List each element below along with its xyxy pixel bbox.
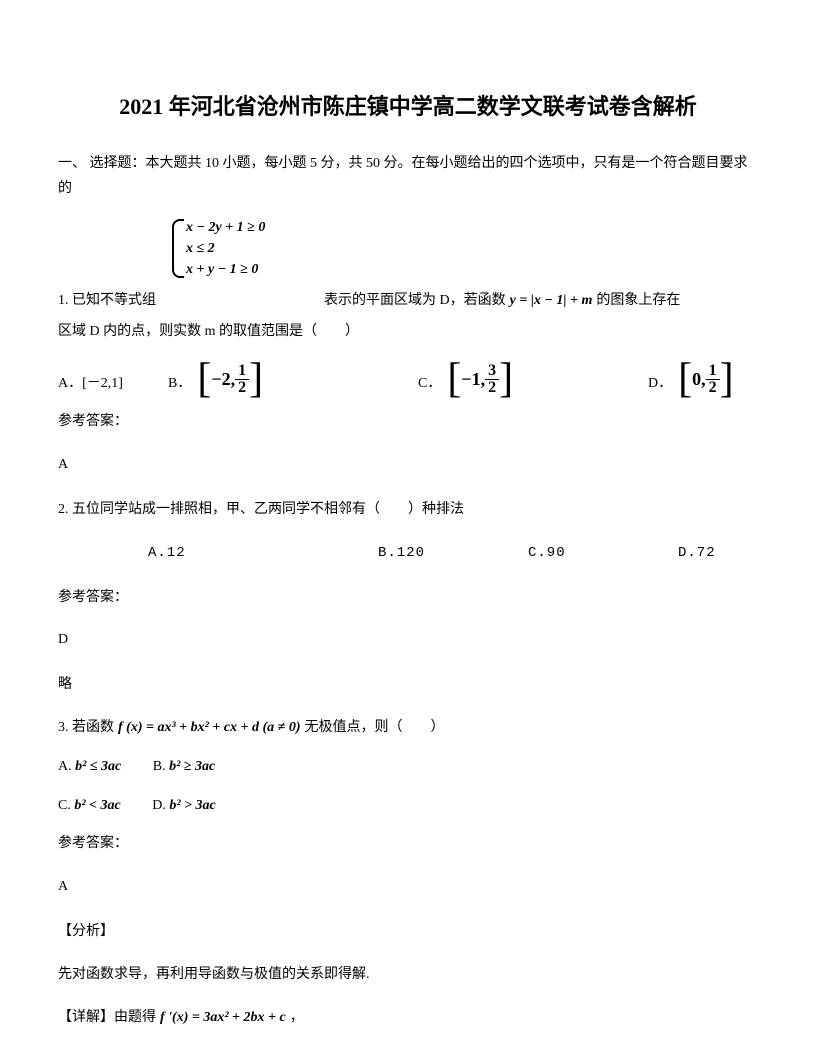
q1-prefix: 1. 已知不等式组 xyxy=(58,286,156,317)
optC-den: 2 xyxy=(485,380,499,396)
q1-line2: 区域 D 内的点，则实数 m 的取值范围是（ ） xyxy=(58,317,758,348)
q3-answer: A xyxy=(58,872,758,903)
sys-line-3: x + y − 1 ≥ 0 xyxy=(186,259,265,280)
q1-function: y = |x − 1| + m xyxy=(510,286,593,317)
q3-detail-label: 【详解】由题得 xyxy=(58,1003,156,1034)
q2-optC: C.90 xyxy=(528,538,678,569)
q2-answer-label: 参考答案： xyxy=(58,583,758,614)
q1-optB-value: [ −2, 12 ] xyxy=(197,360,263,400)
optD-den: 2 xyxy=(706,380,720,396)
q1-optC-label: C． xyxy=(418,369,441,400)
q3-options-row1: A. b² ≤ 3ac B. b² ≥ 3ac xyxy=(58,752,758,783)
optB-den: 2 xyxy=(235,380,249,396)
q1-answer-label: 参考答案： xyxy=(58,407,758,438)
q1-answer: A xyxy=(58,450,758,481)
q1-optD-label: D． xyxy=(648,369,672,400)
optB-a: −2 xyxy=(211,360,230,400)
q3-derivative: f '(x) = 3ax² + 2bx + c xyxy=(160,1003,286,1034)
q3-analysis-label: 【分析】 xyxy=(58,917,758,948)
page-title: 2021 年河北省沧州市陈庄镇中学高二数学文联考试卷含解析 xyxy=(58,90,758,123)
question-3: 3. 若函数 f (x) = ax³ + bx² + cx + d (a ≠ 0… xyxy=(58,713,758,1033)
optC-num: 3 xyxy=(485,363,499,380)
q3-optB-label: B. xyxy=(153,759,166,774)
question-1: x − 2y + 1 ≥ 0 x ≤ 2 x + y − 1 ≥ 0 1. 已知… xyxy=(58,217,758,481)
q2-skip: 略 xyxy=(58,670,758,701)
q3-options-row2: C. b² < 3ac D. b² > 3ac xyxy=(58,791,758,822)
q3-optA-label: A. xyxy=(58,759,72,774)
q3-optC-label: C. xyxy=(58,798,71,813)
section-header: 一、 选择题：本大题共 10 小题，每小题 5 分，共 50 分。在每小题给出的… xyxy=(58,151,758,201)
q3-post: 无极值点，则（ ） xyxy=(305,713,445,744)
q2-text: 2. 五位同学站成一排照相，甲、乙两同学不相邻有（ ）种排法 xyxy=(58,495,758,526)
q3-optD-label: D. xyxy=(152,798,166,813)
sys-line-1: x − 2y + 1 ≥ 0 xyxy=(186,217,265,238)
optD-a: 0 xyxy=(692,360,701,400)
q1-optB-label: B． xyxy=(168,369,191,400)
q2-options: A.12 B.120 C.90 D.72 xyxy=(58,538,758,569)
question-2: 2. 五位同学站成一排照相，甲、乙两同学不相邻有（ ）种排法 A.12 B.12… xyxy=(58,495,758,701)
sys-line-2: x ≤ 2 xyxy=(186,238,265,259)
q1-optD-value: [ 0, 12 ] xyxy=(678,360,734,400)
q2-optD: D.72 xyxy=(678,538,716,569)
q1-mid1: 表示的平面区域为 D，若函数 xyxy=(324,286,506,317)
inequality-system: x − 2y + 1 ≥ 0 x ≤ 2 x + y − 1 ≥ 0 xyxy=(168,217,265,280)
q1-optA: A．[－2,1] xyxy=(58,369,123,400)
q3-detail-post: ， xyxy=(290,1003,304,1034)
q3-answer-label: 参考答案： xyxy=(58,829,758,860)
q2-answer: D xyxy=(58,625,758,656)
q3-analysis: 先对函数求导，再利用导函数与极值的关系即得解. xyxy=(58,960,758,991)
q2-optB: B.120 xyxy=(378,538,528,569)
q1-options: A．[－2,1] B． [ −2, 12 ] C． [ −1, 32 ] D． … xyxy=(58,360,758,400)
optC-a: −1 xyxy=(461,360,480,400)
q3-prefix: 3. 若函数 xyxy=(58,713,114,744)
q3-optB: b² ≥ 3ac xyxy=(169,759,215,774)
optD-num: 1 xyxy=(706,363,720,380)
q2-optA: A.12 xyxy=(148,538,378,569)
optB-num: 1 xyxy=(235,363,249,380)
q3-optC: b² < 3ac xyxy=(74,798,120,813)
q1-mid2: 的图象上存在 xyxy=(596,286,680,317)
q3-function: f (x) = ax³ + bx² + cx + d (a ≠ 0) xyxy=(118,713,301,744)
q3-optD: b² > 3ac xyxy=(169,798,215,813)
q3-optA: b² ≤ 3ac xyxy=(75,759,121,774)
q1-optC-value: [ −1, 32 ] xyxy=(447,360,513,400)
